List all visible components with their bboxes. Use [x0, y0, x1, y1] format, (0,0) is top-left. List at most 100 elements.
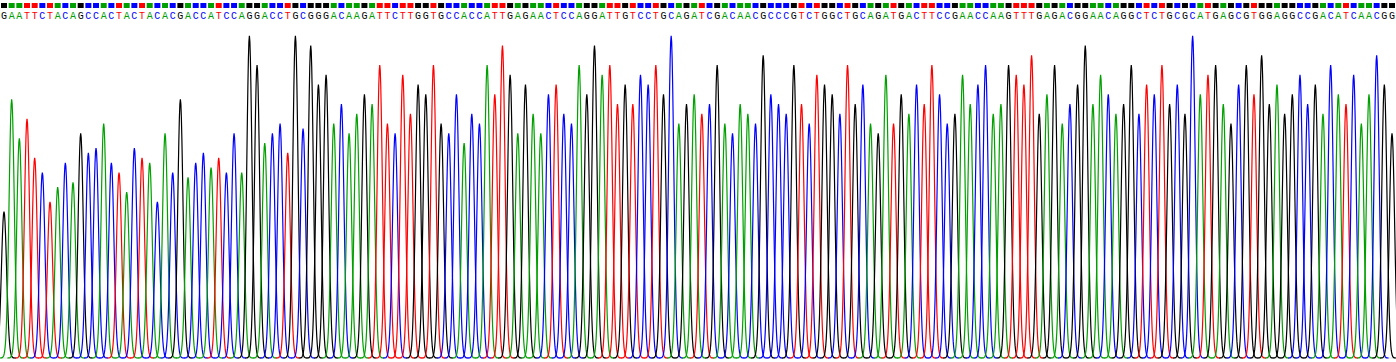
base-square: [62, 3, 68, 8]
peak: [744, 124, 768, 358]
base-letter: A: [868, 11, 874, 22]
base-square: [860, 3, 866, 8]
base-square: [1312, 3, 1318, 8]
peak: [1173, 114, 1197, 358]
base-letter: A: [515, 11, 521, 22]
base-square: [177, 3, 183, 8]
base-letter: A: [70, 11, 76, 22]
peak: [444, 94, 468, 358]
base-square: [93, 3, 99, 8]
base-letter: A: [9, 11, 15, 22]
peak: [1219, 124, 1243, 358]
base-letter: A: [1113, 11, 1119, 22]
base-square: [254, 3, 260, 8]
base-letter: C: [706, 11, 712, 22]
base-square: [1082, 3, 1088, 8]
base-square: [576, 3, 582, 8]
base-square: [1044, 3, 1050, 8]
peak: [1334, 104, 1358, 358]
base-letter: A: [162, 11, 168, 22]
peak: [1112, 104, 1136, 358]
base-square: [591, 3, 597, 8]
peak: [529, 133, 553, 358]
base-square: [1059, 3, 1065, 8]
base-letter: A: [737, 11, 743, 22]
peak: [536, 94, 560, 358]
peak: [467, 124, 491, 358]
base-square: [492, 3, 498, 8]
peak: [38, 202, 62, 358]
base-letter: T: [430, 11, 436, 22]
base-letter: G: [522, 11, 528, 22]
base-letter: T: [921, 11, 927, 22]
base-square: [1389, 3, 1395, 8]
base-square: [469, 3, 475, 8]
base-letter: A: [538, 11, 544, 22]
base-letter: A: [346, 11, 352, 22]
base-letter: G: [1312, 11, 1318, 22]
base-letter: T: [1029, 11, 1035, 22]
base-letter: G: [507, 11, 513, 22]
base-square: [1289, 3, 1295, 8]
base-square: [730, 3, 736, 8]
base-square: [914, 3, 920, 8]
base-square: [1159, 3, 1165, 8]
base-square: [599, 3, 605, 8]
peak: [7, 138, 31, 358]
peak: [168, 99, 192, 358]
base-square: [568, 3, 574, 8]
base-letter: G: [254, 11, 260, 22]
base-square: [1335, 3, 1341, 8]
base-square: [216, 3, 222, 8]
base-letter: G: [177, 11, 183, 22]
base-square: [438, 3, 444, 8]
base-square: [753, 3, 759, 8]
base-letter: A: [676, 11, 682, 22]
base-letter: A: [101, 11, 107, 22]
base-square: [32, 3, 38, 8]
peak: [721, 133, 745, 358]
base-letter: C: [1374, 11, 1380, 22]
base-letter: G: [829, 11, 835, 22]
base-square: [883, 3, 889, 8]
base-letter: G: [308, 11, 314, 22]
base-square: [1274, 3, 1280, 8]
base-square: [768, 3, 774, 8]
chromatogram: GAATTCTACAGCCACTACTACACGACCATCCAGGACCTGC…: [0, 0, 1396, 362]
base-letter: G: [1167, 11, 1173, 22]
base-letter: C: [223, 11, 229, 22]
base-square: [653, 3, 659, 8]
base-square: [1036, 3, 1042, 8]
base-square: [614, 3, 620, 8]
peak: [0, 99, 24, 358]
base-letter: T: [607, 11, 613, 22]
base-letter: C: [1151, 11, 1157, 22]
peak: [1349, 124, 1373, 358]
base-square: [960, 3, 966, 8]
base-square: [1381, 3, 1387, 8]
base-square: [1259, 3, 1265, 8]
base-letter: G: [1121, 11, 1127, 22]
peak: [368, 65, 392, 358]
base-letter: G: [323, 11, 329, 22]
peak: [214, 172, 238, 358]
base-letter: G: [760, 11, 766, 22]
peak: [981, 114, 1005, 358]
base-letter: T: [1021, 11, 1027, 22]
base-square: [937, 3, 943, 8]
base-letter: A: [185, 11, 191, 22]
peak: [659, 36, 683, 358]
base-letter: A: [262, 11, 268, 22]
base-square: [338, 3, 344, 8]
peak: [989, 104, 1013, 358]
peak: [636, 85, 660, 358]
base-letter: C: [338, 11, 344, 22]
base-square: [1105, 3, 1111, 8]
base-square: [185, 3, 191, 8]
peak: [690, 114, 714, 358]
base-letter: T: [553, 11, 559, 22]
peak: [498, 75, 522, 358]
base-letter: T: [400, 11, 406, 22]
base-square: [377, 3, 383, 8]
peak: [1257, 104, 1281, 358]
